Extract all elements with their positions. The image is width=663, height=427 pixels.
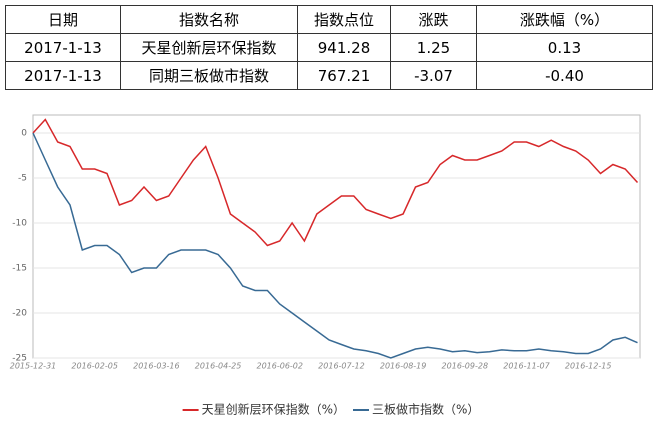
plot-frame	[32, 114, 641, 359]
header-cell: 指数点位	[297, 5, 391, 34]
y-tick-label: -25	[12, 354, 27, 364]
legend-label: 天星创新层环保指数（%）	[202, 402, 345, 417]
y-tick-label: -10	[12, 219, 27, 229]
cell: 2017-1-13	[5, 33, 121, 62]
cell: 0.13	[476, 33, 653, 62]
y-tick-label: -15	[12, 264, 27, 274]
legend-label: 三板做市指数（%）	[372, 402, 479, 417]
x-tick-label: 2016-03-16	[133, 362, 180, 371]
cell: 天星创新层环保指数	[120, 33, 298, 62]
y-tick-label: -5	[18, 174, 27, 184]
table-row: 2017-1-13 天星创新层环保指数 941.28 1.25 0.13	[5, 33, 653, 62]
header-cell: 指数名称	[120, 5, 298, 34]
series-line	[32, 118, 639, 247]
x-tick-label: 2016-06-02	[256, 362, 303, 371]
header-cell: 涨跌	[390, 5, 477, 34]
x-tick-label: 2016-02-05	[71, 362, 118, 371]
x-tick-label: 2016-07-12	[318, 362, 365, 371]
x-tick-label: 2016-09-28	[442, 362, 489, 371]
table-row: 2017-1-13 同期三板做市指数 767.21 -3.07 -0.40	[5, 61, 653, 90]
cell: 2017-1-13	[5, 61, 121, 90]
header-cell: 涨跌幅（%）	[476, 5, 653, 34]
series-line	[32, 132, 638, 359]
table-header: 日期 指数名称 指数点位 涨跌 涨跌幅（%）	[5, 5, 653, 34]
y-tick-label: 0	[21, 129, 27, 139]
cell: 同期三板做市指数	[120, 61, 298, 90]
cell: 767.21	[297, 61, 391, 90]
y-tick-label: -20	[12, 309, 27, 319]
cell: -0.40	[476, 61, 653, 90]
index-table: 日期 指数名称 指数点位 涨跌 涨跌幅（%） 2017-1-13 天星创新层环保…	[5, 5, 653, 90]
header-cell: 日期	[5, 5, 121, 34]
x-tick-label: 2016-12-15	[565, 362, 612, 371]
x-tick-label: 2015-12-31	[10, 362, 57, 371]
x-tick-label: 2016-08-19	[380, 362, 427, 371]
cell: 1.25	[390, 33, 477, 62]
cell: -3.07	[390, 61, 477, 90]
x-tick-label: 2016-11-07	[503, 362, 550, 371]
cell: 941.28	[297, 33, 391, 62]
x-tick-label: 2016-04-25	[195, 362, 242, 371]
